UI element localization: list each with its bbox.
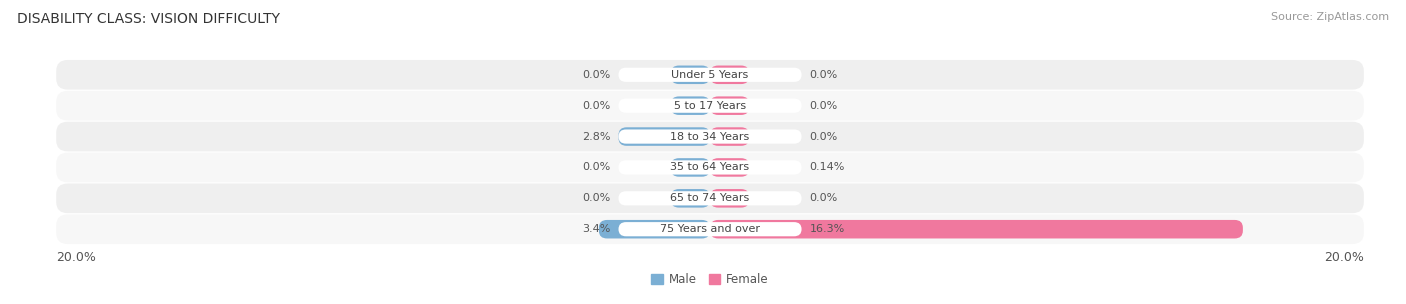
FancyBboxPatch shape bbox=[710, 127, 749, 146]
FancyBboxPatch shape bbox=[671, 66, 710, 84]
Text: 0.0%: 0.0% bbox=[810, 132, 838, 142]
Text: 0.0%: 0.0% bbox=[582, 101, 610, 111]
Text: 5 to 17 Years: 5 to 17 Years bbox=[673, 101, 747, 111]
FancyBboxPatch shape bbox=[710, 189, 749, 208]
Text: DISABILITY CLASS: VISION DIFFICULTY: DISABILITY CLASS: VISION DIFFICULTY bbox=[17, 12, 280, 26]
FancyBboxPatch shape bbox=[56, 214, 1364, 244]
FancyBboxPatch shape bbox=[619, 68, 801, 82]
FancyBboxPatch shape bbox=[56, 60, 1364, 90]
Text: Source: ZipAtlas.com: Source: ZipAtlas.com bbox=[1271, 12, 1389, 22]
FancyBboxPatch shape bbox=[56, 184, 1364, 213]
FancyBboxPatch shape bbox=[671, 158, 710, 177]
FancyBboxPatch shape bbox=[619, 222, 801, 236]
Text: 0.0%: 0.0% bbox=[810, 70, 838, 80]
Text: 2.8%: 2.8% bbox=[582, 132, 610, 142]
Text: 65 to 74 Years: 65 to 74 Years bbox=[671, 193, 749, 203]
Legend: Male, Female: Male, Female bbox=[651, 273, 769, 286]
Text: 18 to 34 Years: 18 to 34 Years bbox=[671, 132, 749, 142]
FancyBboxPatch shape bbox=[619, 127, 710, 146]
Text: Under 5 Years: Under 5 Years bbox=[672, 70, 748, 80]
FancyBboxPatch shape bbox=[710, 220, 1243, 238]
Text: 35 to 64 Years: 35 to 64 Years bbox=[671, 162, 749, 172]
Text: 3.4%: 3.4% bbox=[582, 224, 610, 234]
Text: 16.3%: 16.3% bbox=[810, 224, 845, 234]
FancyBboxPatch shape bbox=[710, 96, 749, 115]
FancyBboxPatch shape bbox=[619, 191, 801, 206]
Text: 20.0%: 20.0% bbox=[1324, 251, 1364, 264]
Text: 75 Years and over: 75 Years and over bbox=[659, 224, 761, 234]
Text: 0.0%: 0.0% bbox=[582, 70, 610, 80]
FancyBboxPatch shape bbox=[56, 153, 1364, 182]
FancyBboxPatch shape bbox=[56, 91, 1364, 120]
Text: 0.0%: 0.0% bbox=[810, 101, 838, 111]
FancyBboxPatch shape bbox=[599, 220, 710, 238]
FancyBboxPatch shape bbox=[56, 122, 1364, 151]
Text: 0.0%: 0.0% bbox=[582, 193, 610, 203]
Text: 0.14%: 0.14% bbox=[810, 162, 845, 172]
Text: 0.0%: 0.0% bbox=[582, 162, 610, 172]
Text: 0.0%: 0.0% bbox=[810, 193, 838, 203]
FancyBboxPatch shape bbox=[671, 189, 710, 208]
FancyBboxPatch shape bbox=[619, 98, 801, 113]
FancyBboxPatch shape bbox=[619, 160, 801, 174]
FancyBboxPatch shape bbox=[619, 130, 801, 144]
Text: 20.0%: 20.0% bbox=[56, 251, 96, 264]
FancyBboxPatch shape bbox=[710, 158, 749, 177]
FancyBboxPatch shape bbox=[671, 96, 710, 115]
FancyBboxPatch shape bbox=[710, 66, 749, 84]
